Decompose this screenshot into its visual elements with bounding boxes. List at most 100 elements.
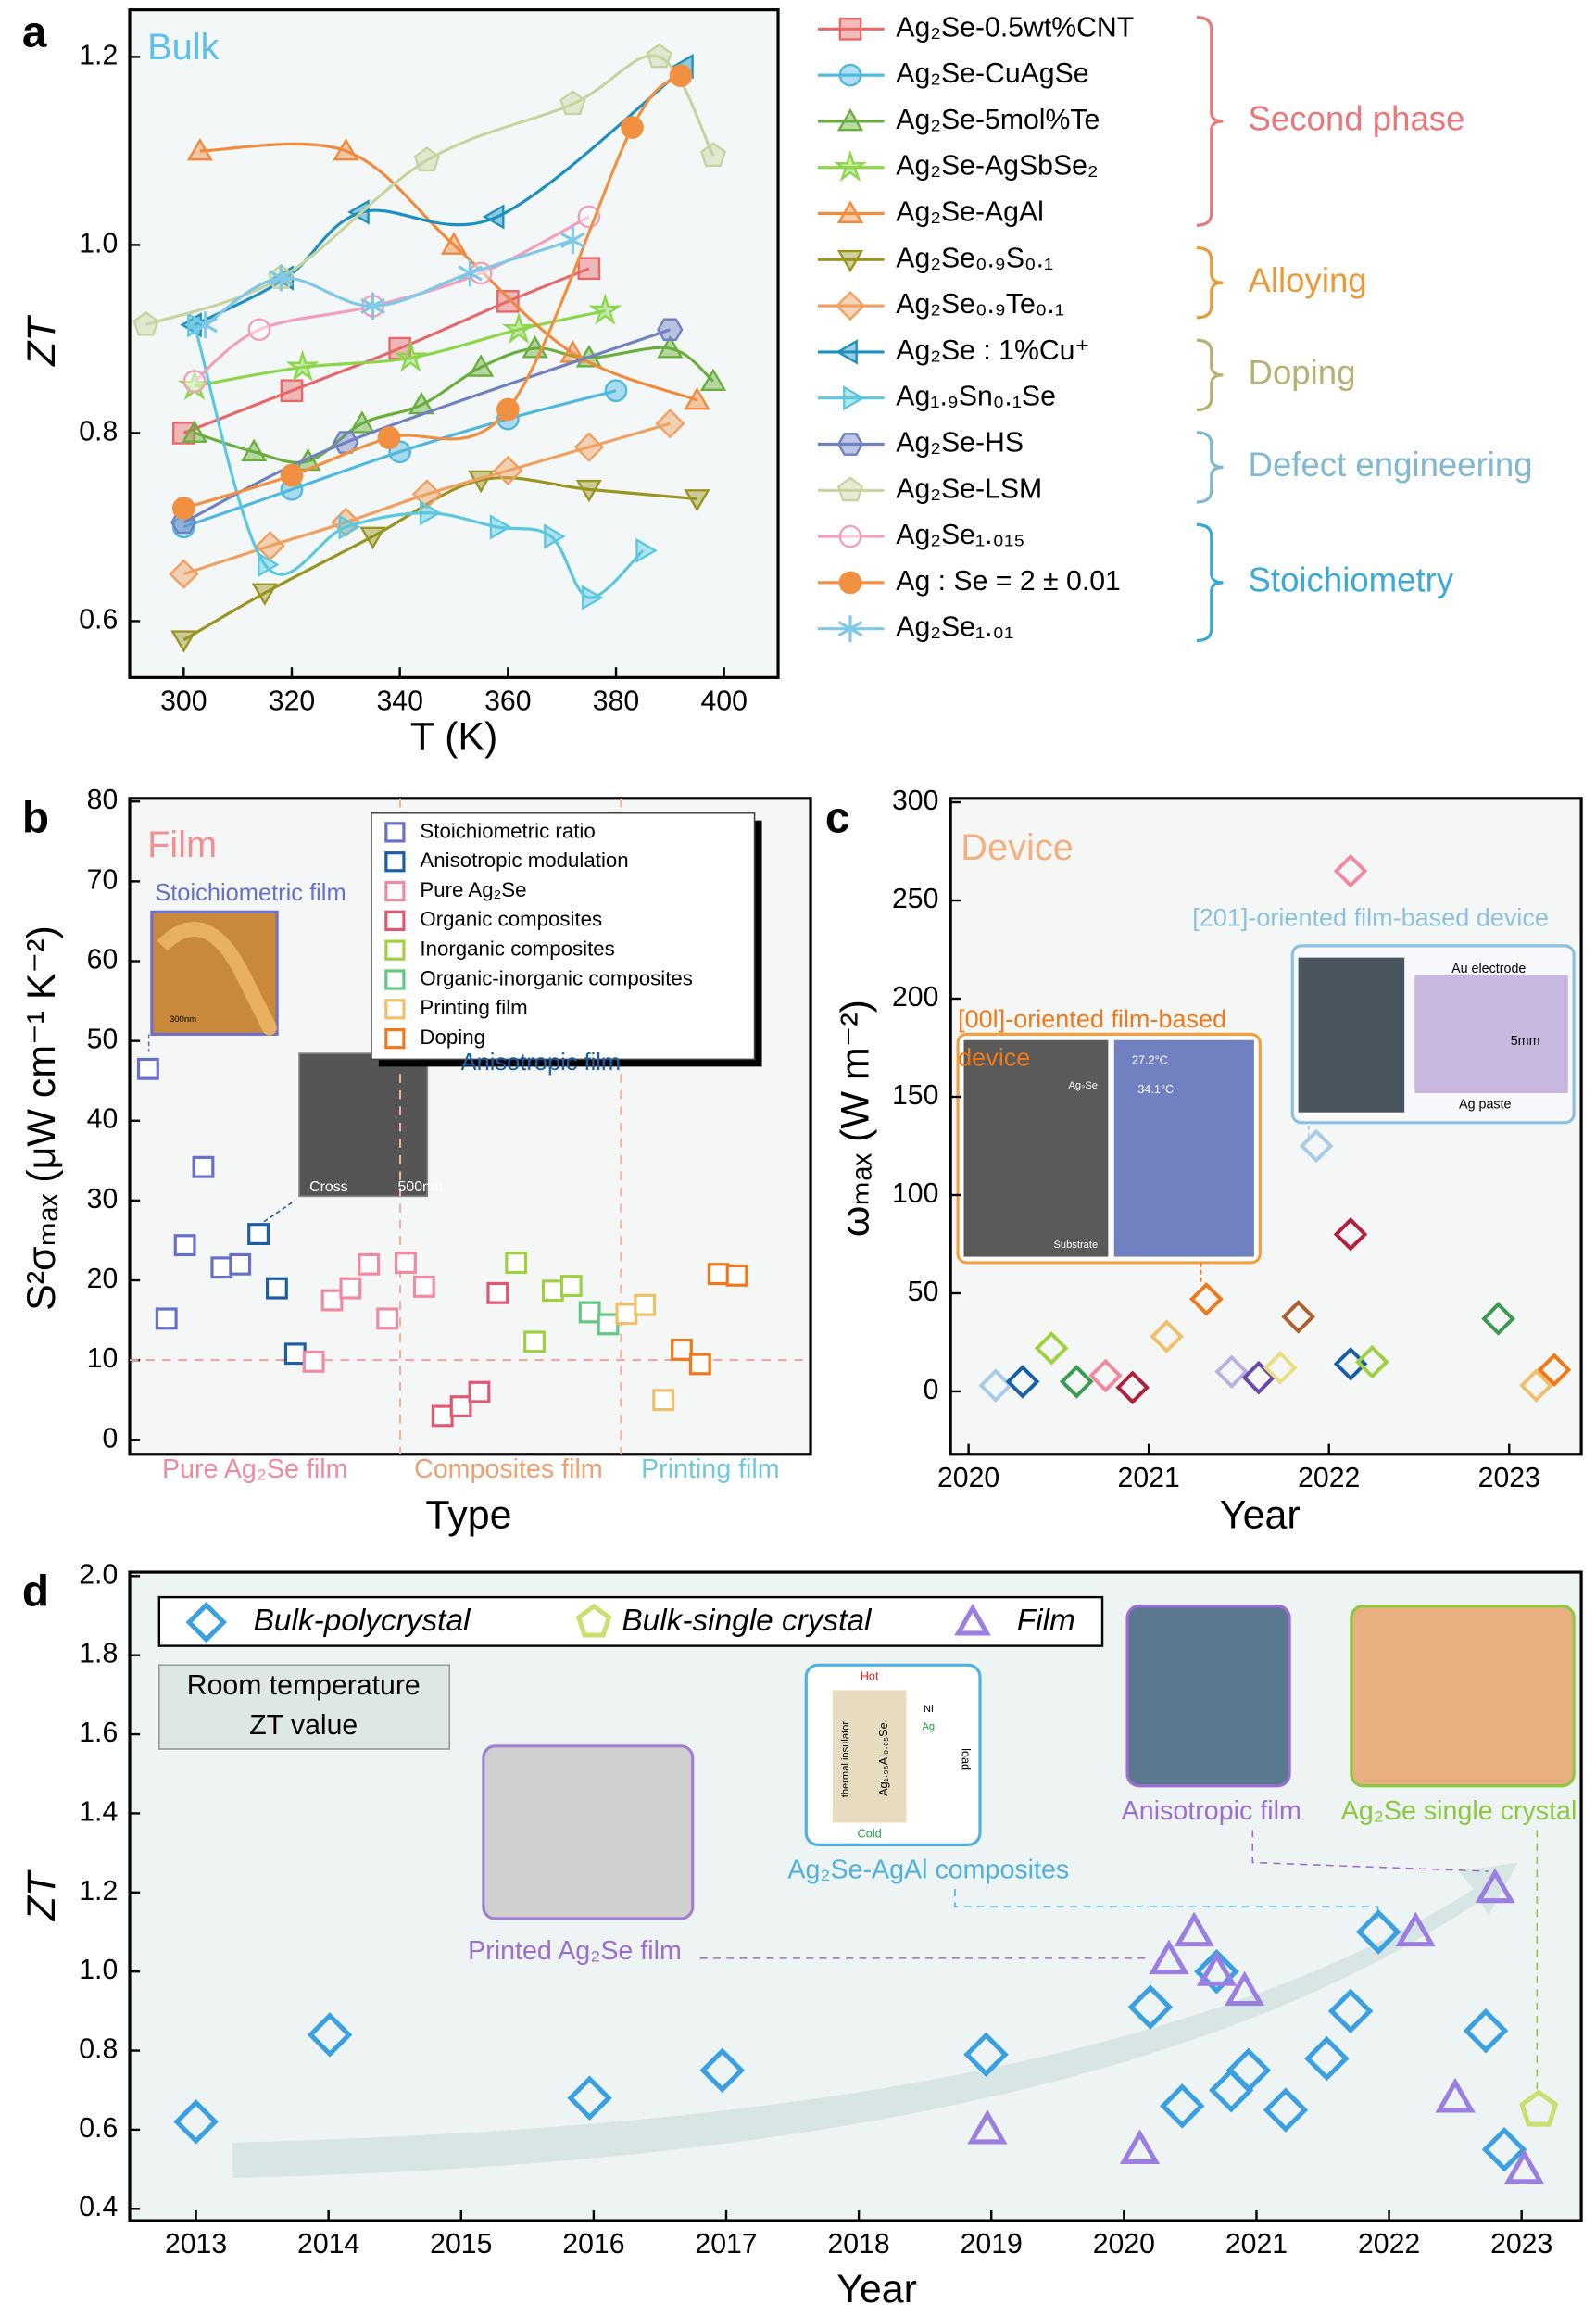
legend-label: Inorganic composites xyxy=(420,938,614,961)
legend-label: Ag₂Se-HS xyxy=(896,427,1024,458)
marker xyxy=(280,463,304,487)
series-line xyxy=(194,65,687,327)
marker xyxy=(347,199,370,225)
marker xyxy=(172,422,195,445)
marker xyxy=(1263,2087,1309,2133)
y-tick-label: 2.0 xyxy=(79,1559,118,1590)
y-tick-label: 150 xyxy=(892,1080,938,1111)
group-label: Alloying xyxy=(1249,261,1367,299)
marker xyxy=(468,354,495,377)
inset-text: Ag paste xyxy=(1459,1098,1511,1113)
y-tick-label: 1.0 xyxy=(79,228,118,258)
marker xyxy=(210,1256,233,1279)
inset-image xyxy=(1125,1605,1291,1788)
legend-label: Ag₂Se-AgSbSe₂ xyxy=(896,151,1098,182)
marker xyxy=(280,379,304,403)
inset-image xyxy=(963,1039,1109,1257)
marker xyxy=(302,1350,325,1373)
marker xyxy=(339,1277,362,1300)
x-axis-label: Year xyxy=(1220,1493,1301,1538)
inset-text: Cold xyxy=(858,1827,882,1841)
panel-label: a xyxy=(22,7,47,57)
marker xyxy=(1194,1948,1239,1995)
legend-box xyxy=(157,1595,1104,1647)
plot-frame xyxy=(128,8,780,679)
marker xyxy=(652,1389,675,1412)
legend-label: Stoichiometric ratio xyxy=(420,819,595,842)
marker xyxy=(136,1057,159,1080)
marker xyxy=(669,64,693,88)
x-tick-label: 2013 xyxy=(165,2229,227,2259)
group-bracket xyxy=(1196,431,1224,504)
x-tick-label: 2021 xyxy=(1118,1463,1180,1493)
x-tick-label: 2023 xyxy=(1490,2229,1552,2259)
marker xyxy=(1059,1365,1094,1399)
arrow xyxy=(1251,1830,1489,1872)
marker xyxy=(155,1307,178,1330)
marker xyxy=(269,264,294,292)
marker xyxy=(333,137,359,161)
marker xyxy=(1281,1300,1316,1334)
inset-image xyxy=(157,922,277,1036)
marker xyxy=(635,537,658,563)
legend-label: Ag₂Se₀.₉S₀.₁ xyxy=(896,243,1053,273)
marker xyxy=(1519,2089,1559,2127)
legend-label: Film xyxy=(1017,1604,1075,1638)
legend-marker xyxy=(838,524,862,548)
marker xyxy=(338,514,361,540)
marker xyxy=(489,514,512,540)
series-line xyxy=(182,328,671,524)
inset-text: 300nm xyxy=(170,1014,196,1025)
note: Anisotropic film xyxy=(1122,1796,1301,1826)
marker xyxy=(1159,2083,1205,2129)
trend-arrow xyxy=(232,1862,1518,2178)
group-bracket xyxy=(1196,16,1224,227)
panel-label: c xyxy=(825,793,850,842)
legend-label: Ag₂Se-AgAl xyxy=(896,197,1044,228)
marker xyxy=(193,311,219,339)
marker xyxy=(963,2032,1009,2078)
marker xyxy=(573,432,605,462)
marker xyxy=(247,318,271,342)
legend-label: Bulk-polycrystal xyxy=(254,1604,471,1638)
series-line xyxy=(193,324,645,599)
series-line xyxy=(194,308,606,388)
marker xyxy=(671,1339,693,1361)
x-tick-label: 2015 xyxy=(430,2229,492,2259)
legend-label: Ag₂Se : 1%Cu⁺ xyxy=(896,335,1089,366)
x-tick-label: 2016 xyxy=(562,2229,624,2259)
group-label: Defect engineering xyxy=(1249,446,1533,484)
inset-text: 500nm xyxy=(398,1179,444,1195)
legend-marker xyxy=(384,880,406,902)
marker xyxy=(482,204,505,230)
inset-text: Ag₁.₉₅Al₀.₀₅Se xyxy=(876,1722,890,1796)
marker xyxy=(496,397,520,422)
marker xyxy=(247,1223,270,1245)
marker xyxy=(320,1289,344,1312)
marker xyxy=(577,257,601,281)
marker xyxy=(449,1395,472,1418)
marker xyxy=(699,2047,746,2094)
y-tick-label: 50 xyxy=(908,1277,939,1307)
marker xyxy=(172,497,195,520)
note: Printed Ag₂Se film xyxy=(468,1936,682,1966)
note-box-text: Room temperature xyxy=(187,1670,421,1701)
group-label: Second phase xyxy=(1249,100,1465,138)
series-line xyxy=(145,54,715,327)
marker xyxy=(486,1281,509,1304)
marker xyxy=(170,630,197,653)
marker xyxy=(634,1293,657,1316)
marker xyxy=(377,426,401,449)
y-tick-label: 80 xyxy=(87,785,119,815)
marker xyxy=(505,1252,528,1275)
marker xyxy=(169,559,199,589)
marker xyxy=(588,293,622,325)
inset-text: thermal insulator xyxy=(840,1721,851,1798)
y-tick-label: 0.8 xyxy=(79,2034,118,2065)
marker xyxy=(229,1252,252,1276)
marker xyxy=(358,1252,381,1276)
x-tick-label: 320 xyxy=(269,686,315,716)
inset-image xyxy=(298,1052,429,1198)
legend-label: Ag₁.₉Sn₀.₁Se xyxy=(896,382,1056,412)
marker xyxy=(1355,1344,1389,1379)
